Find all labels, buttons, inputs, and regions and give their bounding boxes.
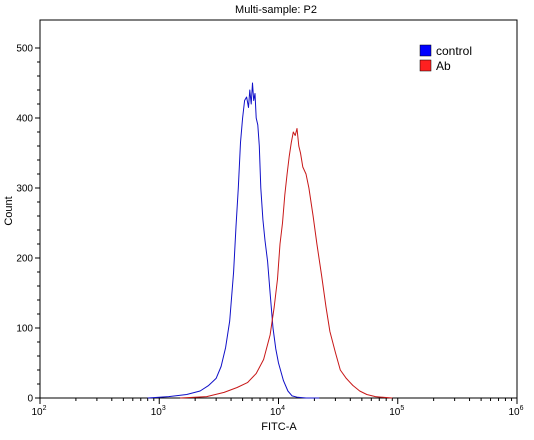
x-axis-label: FITC-A [261,421,297,433]
chart-title: Multi-sample: P2 [235,4,317,16]
y-tick-label: 200 [16,254,33,265]
legend-label-control: control [436,44,472,58]
x-tick-label: 104 [270,405,285,418]
legend-label-ab: Ab [436,59,451,73]
x-tick-label: 105 [389,405,404,418]
legend-swatch-control [419,44,432,57]
y-axis-label: Count [3,196,15,225]
x-axis-ticks: 102 103 104 105 106 [31,398,524,418]
y-tick-label: 300 [16,184,33,195]
x-tick-label: 103 [151,405,166,418]
y-axis-ticks: 0 100 200 300 400 500 [16,44,40,405]
x-tick-label: 106 [508,405,523,418]
series-line-ab [180,128,393,399]
y-tick-label: 400 [16,114,33,125]
x-tick-label: 102 [31,405,46,418]
legend-swatch-ab [419,59,432,72]
y-tick-label: 100 [16,324,33,335]
series-line-control [147,82,320,399]
y-tick-label: 0 [27,394,33,405]
series-layer [147,82,393,399]
y-tick-label: 500 [16,44,33,55]
